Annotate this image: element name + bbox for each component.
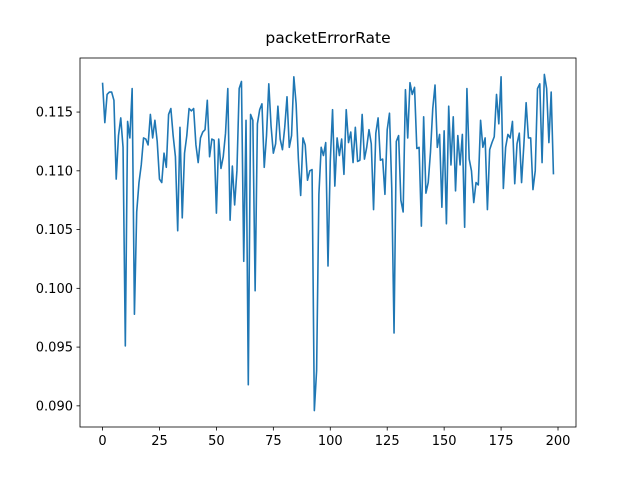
x-tick-label: 175	[489, 434, 514, 449]
y-tick-label: 0.090	[36, 399, 73, 414]
plot-frame	[79, 57, 577, 428]
y-tick-label: 0.095	[36, 341, 73, 356]
x-tick-label: 0	[98, 434, 106, 449]
x-tick-label: 150	[432, 434, 457, 449]
x-tick-label: 25	[151, 434, 168, 449]
chart-title: packetErrorRate	[265, 29, 390, 47]
y-tick-label: 0.110	[36, 164, 73, 179]
x-tick-label: 75	[265, 434, 282, 449]
data-line	[101, 73, 555, 412]
y-tick-label: 0.115	[36, 106, 73, 121]
y-tick-label: 0.100	[36, 282, 73, 297]
y-tick-label: 0.105	[36, 223, 73, 238]
x-tick-label: 125	[375, 434, 400, 449]
x-tick-label: 50	[208, 434, 225, 449]
x-tick-label: 200	[546, 434, 571, 449]
x-tick-label: 100	[318, 434, 343, 449]
